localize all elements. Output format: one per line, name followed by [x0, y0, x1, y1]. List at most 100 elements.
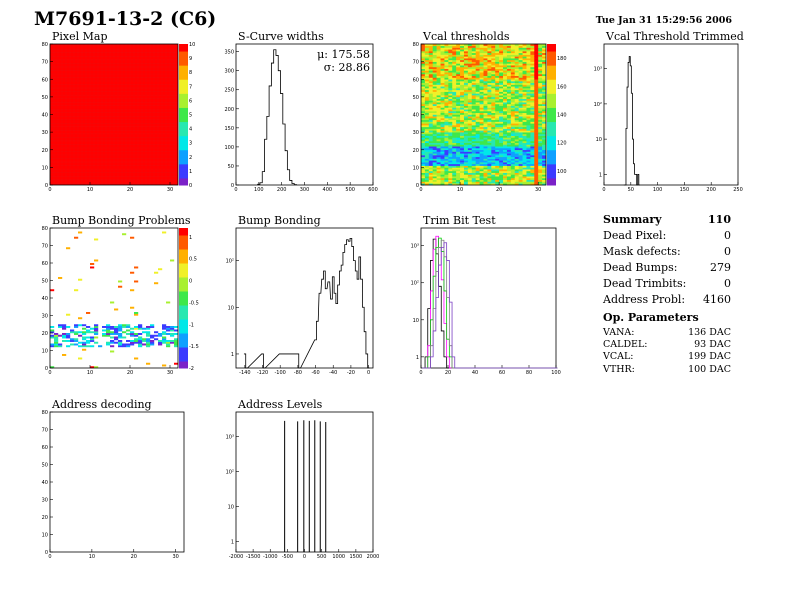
heatmap-cell — [421, 156, 426, 159]
heatmap-cell — [436, 75, 441, 78]
heatmap-cell — [487, 183, 492, 186]
heatmap-cell — [526, 58, 531, 61]
heatmap-cell — [463, 170, 469, 173]
heatmap-cell — [421, 59, 426, 62]
heatmap-cell — [522, 79, 527, 82]
heatmap-cell — [518, 84, 523, 87]
heatmap-cell — [463, 66, 469, 69]
heatmap-cell — [499, 51, 504, 54]
colorbar-cell — [179, 305, 188, 309]
heatmap-cell — [436, 128, 441, 131]
heatmap-cell — [452, 177, 457, 181]
heatmap-cell — [534, 47, 539, 50]
colorbar-cell — [547, 51, 556, 56]
heatmap-cell — [487, 59, 492, 62]
heatmap-cell — [503, 54, 508, 57]
heatmap-cell — [463, 77, 469, 80]
heatmap-cell — [495, 58, 500, 61]
heatmap-cell — [510, 61, 516, 64]
heatmap-cell — [463, 79, 469, 82]
heatmap-cell — [503, 112, 508, 115]
heatmap-cell — [506, 174, 512, 177]
heatmap-cell — [495, 146, 500, 149]
heatmap-cell — [467, 114, 473, 117]
heatmap-cell — [506, 172, 512, 175]
heatmap-cell — [491, 176, 496, 179]
heatmap-cell — [487, 121, 492, 124]
heatmap-cell — [440, 135, 445, 138]
heatmap-cell — [495, 123, 500, 126]
heatmap-cell — [503, 77, 508, 80]
heatmap-cell — [538, 72, 543, 75]
heatmap-cell — [503, 98, 508, 101]
heatmap-cell — [456, 139, 461, 142]
heatmap-cell — [174, 329, 179, 332]
heatmap-cell — [522, 170, 527, 173]
heatmap-cell — [456, 45, 461, 48]
heatmap-cell — [530, 177, 535, 181]
op-label: CALDEL: — [603, 339, 648, 351]
heatmap-cell — [467, 125, 473, 128]
heatmap-cell — [436, 44, 441, 47]
heatmap-cell — [463, 58, 469, 61]
heatmap-cell — [506, 121, 512, 124]
colorbar-cell — [179, 235, 188, 239]
heatmap-cell — [487, 167, 492, 170]
heatmap-cell — [510, 63, 516, 66]
heatmap-cell — [428, 165, 434, 168]
heatmap-cell — [94, 336, 99, 339]
heatmap-cell — [506, 162, 512, 165]
heatmap-cell — [463, 123, 469, 126]
heatmap-cell — [514, 158, 519, 161]
heatmap-cell — [483, 125, 488, 128]
heatmap-cell — [432, 149, 437, 152]
heatmap-cell — [467, 140, 473, 143]
heatmap-cell — [460, 116, 465, 119]
heatmap-cell — [522, 155, 527, 158]
heatmap-cell — [522, 89, 527, 92]
heatmap-cell — [518, 146, 523, 149]
heatmap-cell — [444, 70, 449, 73]
heatmap-cell — [78, 341, 83, 344]
heatmap-cell — [456, 56, 461, 59]
heatmap-cell — [436, 114, 441, 117]
heatmap-cell — [428, 163, 434, 166]
heatmap-cell — [432, 65, 437, 68]
heatmap-cell — [475, 59, 480, 62]
heatmap-cell — [448, 63, 453, 66]
heatmap-cell — [463, 118, 469, 121]
y-tick-label: 60 — [42, 445, 48, 451]
heatmap-cell — [475, 70, 480, 73]
heatmap-cell — [495, 79, 500, 82]
heatmap-cell — [467, 116, 473, 119]
heatmap-cell — [456, 172, 461, 175]
heatmap-cell — [463, 54, 469, 57]
heatmap-cell — [491, 100, 496, 103]
heatmap-cell — [503, 160, 508, 163]
heatmap-cell — [506, 70, 512, 73]
heatmap-cell — [530, 155, 535, 158]
heatmap-cell — [471, 81, 476, 84]
heatmap-cell — [62, 334, 67, 337]
heatmap-cell — [467, 118, 473, 121]
heatmap-cell — [487, 174, 492, 177]
heatmap-cell — [483, 86, 488, 89]
heatmap-cell — [460, 96, 465, 99]
heatmap-cell — [424, 118, 430, 121]
heatmap-cell — [518, 172, 523, 175]
heatmap-cell — [432, 79, 437, 82]
heatmap-cell — [432, 153, 437, 156]
heatmap-cell — [460, 51, 465, 54]
heatmap-cell — [526, 128, 531, 131]
heatmap-cell — [436, 77, 441, 80]
heatmap-cell — [534, 119, 539, 122]
heatmap-cell — [471, 135, 476, 138]
heatmap-cell — [530, 86, 535, 89]
heatmap-cell — [166, 341, 171, 344]
heatmap-cell — [138, 324, 143, 327]
heatmap-cell — [436, 118, 441, 121]
heatmap-cell — [460, 176, 465, 179]
heatmap-cell — [448, 172, 453, 175]
heatmap-cell — [483, 66, 488, 69]
heatmap-cell — [436, 73, 441, 77]
